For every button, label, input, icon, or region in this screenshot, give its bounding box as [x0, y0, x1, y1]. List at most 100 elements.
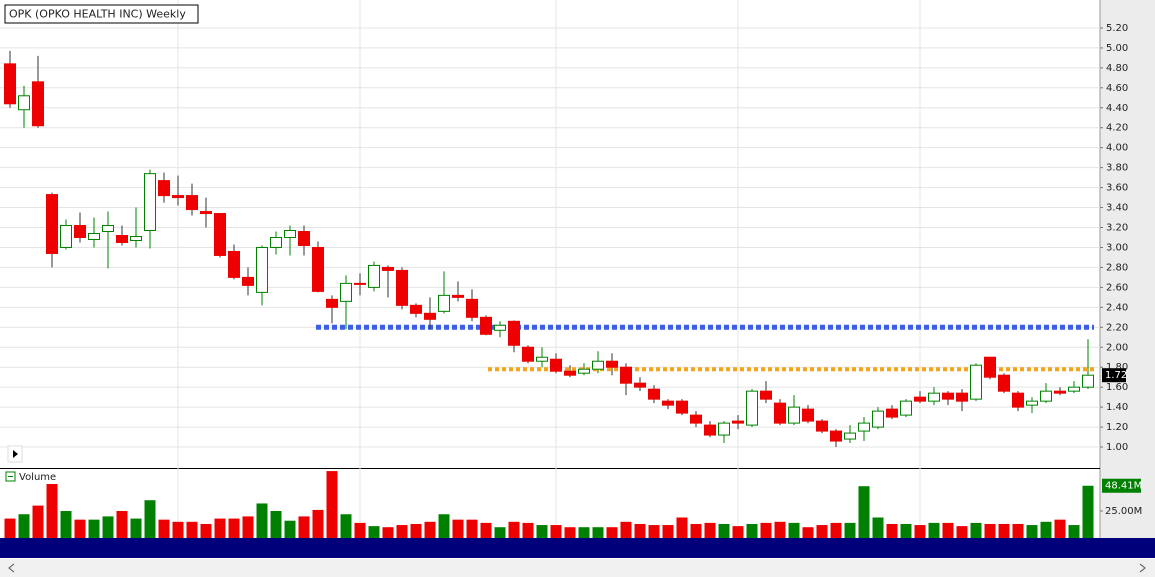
last-volume-flag [1102, 478, 1141, 493]
candle-body [130, 235, 142, 241]
volume-bar [1026, 525, 1038, 538]
volume-bar [102, 516, 114, 538]
volume-bar [480, 522, 492, 538]
volume-bar [368, 526, 380, 538]
date-strip [0, 538, 1155, 558]
candle-body [466, 298, 478, 318]
volume-bar [438, 514, 450, 538]
volume-bar [802, 527, 814, 538]
candle-body [704, 424, 716, 436]
candle-body [956, 392, 968, 402]
volume-bar [410, 523, 422, 538]
volume-bar [340, 514, 352, 538]
volume-bar [270, 511, 282, 538]
scroll-left[interactable] [8, 563, 15, 573]
volume-bar [676, 517, 688, 538]
candle-body [914, 396, 926, 402]
volume-bar [844, 522, 856, 538]
volume-bar [1082, 485, 1094, 538]
volume-bar [984, 523, 996, 538]
candle-body [438, 294, 450, 312]
candle-body [886, 408, 898, 418]
candle-body [522, 346, 534, 362]
volume-bar [942, 522, 954, 538]
volume-bar [144, 500, 156, 538]
candle-body [46, 194, 58, 254]
y-tick-label: 5.00 [1106, 43, 1128, 54]
volume-tick-label: 25.00M [1105, 506, 1142, 517]
volume-bar [312, 509, 324, 538]
volume-bar [1068, 525, 1080, 538]
candle-body [452, 294, 464, 298]
volume-bar [746, 523, 758, 538]
candle-body [816, 420, 828, 432]
scroll-right[interactable] [1139, 563, 1146, 573]
volume-bar [760, 522, 772, 538]
candle-body [1026, 400, 1038, 406]
candle-body [354, 282, 366, 285]
candle-body [942, 392, 954, 400]
volume-bar [32, 505, 44, 538]
candle-body [382, 266, 394, 271]
y-tick-label: 2.20 [1106, 322, 1128, 333]
volume-bar [900, 523, 912, 538]
last-volume-label: 48.41M [1105, 481, 1142, 492]
volume-bar [732, 526, 744, 538]
volume-bar [1040, 521, 1052, 538]
volume-label: Volume [19, 472, 56, 483]
y-tick-label: 4.60 [1106, 83, 1128, 94]
volume-bar [872, 517, 884, 538]
candle-body [18, 95, 30, 111]
candle-body [1012, 392, 1024, 408]
volume-bar [88, 519, 100, 538]
y-tick-label: 2.40 [1106, 302, 1128, 313]
candle-body [116, 234, 128, 243]
candle-body [88, 233, 100, 240]
candle-body [536, 356, 548, 362]
y-tick-label: 4.80 [1106, 63, 1128, 74]
y-tick-label: 4.20 [1106, 123, 1128, 134]
y-tick-label: 3.00 [1106, 242, 1128, 253]
candle-body [368, 264, 380, 288]
candle-body [340, 282, 352, 302]
candle-body [242, 276, 254, 286]
candle-body [844, 432, 856, 440]
candle-body [480, 316, 492, 335]
volume-bar [522, 522, 534, 538]
candle-body [746, 390, 758, 426]
candle-body [32, 81, 44, 127]
candle-body [760, 390, 772, 400]
volume-bar [130, 518, 142, 538]
volume-bar [886, 523, 898, 538]
candle-body [1054, 390, 1066, 394]
volume-bar [648, 525, 660, 538]
candle-body [662, 400, 674, 406]
volume-bar [788, 522, 800, 538]
plot: 1.00 1.20 1.40 1.60 1.80 2.00 2.20 2.40 2.60 2.80… [0, 0, 1143, 538]
candle-body [396, 269, 408, 306]
candle-body [648, 388, 660, 400]
candle-body [984, 356, 996, 378]
candle-body [550, 358, 562, 372]
y-tick-label: 1.40 [1106, 402, 1128, 413]
volume-bar [18, 514, 30, 538]
volume-bar [592, 527, 604, 538]
volume-bar [242, 516, 254, 538]
y-tick-label: 1.00 [1106, 442, 1128, 453]
volume-bar [550, 525, 562, 538]
volume-bar [46, 484, 58, 538]
volume-bar [928, 522, 940, 538]
title-box [4, 4, 199, 24]
candle-body [102, 225, 114, 233]
y-tick-label: 4.40 [1106, 103, 1128, 114]
candle-body [732, 420, 744, 424]
candle-body [830, 430, 842, 442]
candle-body [928, 392, 940, 402]
scrollbar[interactable] [0, 559, 1155, 577]
volume-bar [662, 525, 674, 538]
candle-body [606, 360, 618, 368]
candle-body [270, 236, 282, 248]
candle-body [508, 320, 520, 346]
